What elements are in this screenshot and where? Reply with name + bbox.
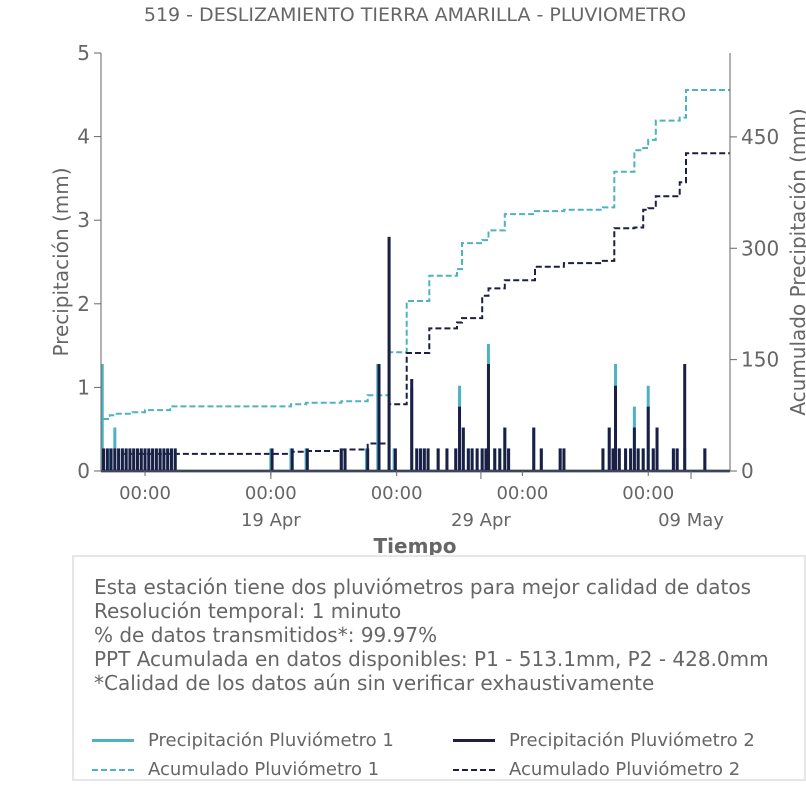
info-legend-box: Esta estación tiene dos pluviómetros par… [72,555,806,781]
x-tick-label-time: 00:00 [371,483,423,504]
y-axis-label-right: Acumulado Precipitación (mm) [786,108,806,415]
info-note-stations: Esta estación tiene dos pluviómetros par… [94,575,752,599]
y-tick-label-right: 300 [741,236,779,260]
x-tick-label-time: 00:00 [119,483,171,504]
y-tick-label-left: 2 [77,292,90,316]
y-tick-label-left: 3 [77,208,90,232]
x-tick-label-time: 00:00 [622,483,674,504]
legend-item-precip-p2: Precipitación Pluviómetro 2 [453,730,755,751]
y-axis-label-left: Precipitación (mm) [49,167,73,356]
legend-label-precip-p1: Precipitación Pluviómetro 1 [148,730,394,751]
y-tick-label-right: 150 [741,348,779,372]
legend-label-precip-p2: Precipitación Pluviómetro 2 [509,730,755,751]
x-tick-label-date: 19 Apr [241,510,301,531]
legend-label-cumulative-p1: Acumulado Pluviómetro 1 [148,759,380,780]
legend-swatch-precip-p1 [92,739,134,742]
y-tick-label-right: 450 [741,125,779,149]
y-tick-label-left: 4 [77,125,90,149]
legend-item-cumulative-p1: Acumulado Pluviómetro 1 [92,759,379,780]
legend-swatch-cumulative-p1 [92,768,134,771]
y-tick-label-left: 5 [77,41,90,65]
legend-swatch-precip-p2 [453,739,495,742]
y-tick-label-right: 0 [741,459,754,483]
info-note-accumulated: PPT Acumulada en datos disponibles: P1 -… [94,647,769,671]
cumulative-line-3 [101,89,730,472]
legend-item-precip-p1: Precipitación Pluviómetro 1 [92,730,394,751]
x-tick-label-time: 00:00 [496,483,548,504]
legend-label-cumulative-p2: Acumulado Pluviómetro 2 [509,759,741,780]
info-note-resolution: Resolución temporal: 1 minuto [94,599,402,623]
legend-item-cumulative-p2: Acumulado Pluviómetro 2 [453,759,740,780]
info-note-quality: *Calidad de los datos aún sin verificar … [94,671,655,695]
rainfall-chart: 519 - DESLIZAMIENTO TIERRA AMARILLA - PL… [49,4,806,558]
y-tick-label-left: 1 [77,375,90,399]
y-tick-label-left: 0 [77,459,90,483]
cumulative-line-4 [101,152,730,472]
chart-title: 519 - DESLIZAMIENTO TIERRA AMARILLA - PL… [144,4,686,26]
legend-swatch-cumulative-p2 [453,768,495,771]
x-tick-label-date: 29 Apr [451,510,511,531]
info-note-transmitted: % de datos transmitidos*: 99.97% [94,623,438,647]
plot-area [100,89,730,473]
x-tick-label-time: 00:00 [245,483,297,504]
x-axis-label: Tiempo [374,534,457,558]
x-tick-label-date: 09 May [658,510,724,531]
